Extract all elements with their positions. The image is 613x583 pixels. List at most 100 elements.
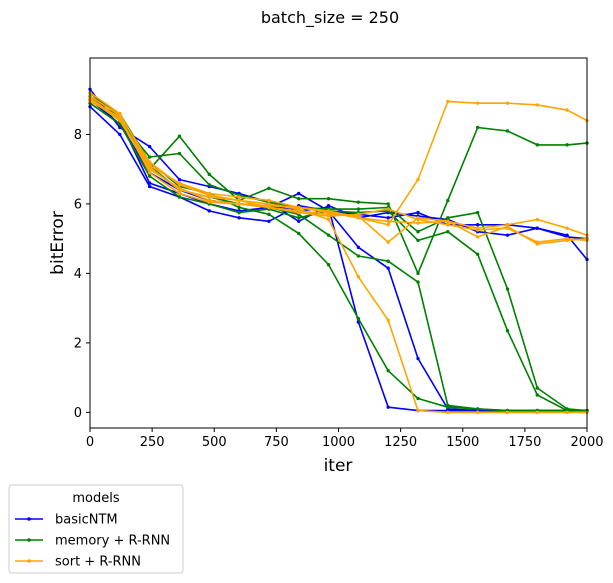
series-memory-r-rnn-run-7 xyxy=(88,101,589,413)
series-layer xyxy=(88,87,589,415)
data-point xyxy=(177,188,182,192)
data-point xyxy=(237,216,241,220)
y-tick-label: 8 xyxy=(74,128,82,143)
data-point xyxy=(446,230,450,234)
data-point xyxy=(297,231,301,236)
series-memory-r-rnn-run-6 xyxy=(88,97,589,413)
x-tick-label: 500 xyxy=(202,435,227,450)
y-axis: 0 2 4 6 8 xyxy=(74,128,90,421)
data-point xyxy=(535,143,539,147)
data-point xyxy=(237,198,241,203)
series-line xyxy=(89,102,587,412)
data-point xyxy=(416,280,420,284)
data-point xyxy=(147,144,152,149)
series-line xyxy=(89,95,587,412)
data-point xyxy=(475,252,480,256)
data-point xyxy=(505,226,510,230)
series-line xyxy=(89,99,588,412)
data-point xyxy=(386,266,390,270)
series-line xyxy=(89,99,587,412)
data-point xyxy=(326,217,331,222)
data-point xyxy=(535,217,539,222)
series-line xyxy=(89,92,588,275)
data-point xyxy=(237,202,241,206)
data-point xyxy=(207,195,211,199)
data-point xyxy=(356,254,361,258)
data-point xyxy=(416,408,420,413)
data-point xyxy=(147,165,152,170)
data-point xyxy=(535,103,539,107)
data-point xyxy=(386,223,390,227)
series-basicntm-run-1 xyxy=(88,87,589,241)
data-point xyxy=(297,216,301,220)
data-point xyxy=(118,113,122,118)
data-point xyxy=(386,405,390,409)
series-line xyxy=(89,100,588,245)
data-point xyxy=(326,197,331,201)
data-point xyxy=(416,217,420,222)
x-tick-label: 1000 xyxy=(322,435,355,450)
series-line xyxy=(89,97,588,243)
data-point xyxy=(446,99,450,104)
data-point xyxy=(475,210,480,215)
data-point xyxy=(386,259,390,263)
series-line xyxy=(89,99,588,243)
data-point xyxy=(446,223,450,227)
legend-title: models xyxy=(72,491,119,506)
data-point xyxy=(386,207,390,211)
legend-swatch-marker xyxy=(27,517,31,521)
data-point xyxy=(326,263,331,267)
data-point xyxy=(177,177,182,182)
data-point xyxy=(386,216,390,220)
series-line xyxy=(89,92,588,226)
data-point xyxy=(386,318,390,323)
data-point xyxy=(475,235,480,239)
series-memory-r-rnn-run-9 xyxy=(88,97,589,413)
data-point xyxy=(475,223,480,227)
x-axis-title: iter xyxy=(324,456,353,476)
data-point xyxy=(297,191,301,196)
data-point xyxy=(535,240,539,244)
x-tick-label: 0 xyxy=(86,435,94,450)
data-point xyxy=(326,214,331,218)
data-point xyxy=(356,207,361,211)
data-point xyxy=(356,212,361,217)
data-point xyxy=(475,407,480,411)
data-point xyxy=(505,101,510,105)
data-point xyxy=(207,200,211,204)
data-point xyxy=(535,393,539,397)
data-point xyxy=(297,219,301,223)
series-sort-r-rnn-run-10 xyxy=(88,91,589,227)
data-point xyxy=(177,134,182,138)
data-point xyxy=(446,219,450,223)
data-point xyxy=(505,410,510,415)
data-point xyxy=(267,186,271,190)
legend-entries: basicNTM memory + R-RNN sort + R-RNN xyxy=(15,513,170,570)
data-point xyxy=(207,172,211,177)
data-point xyxy=(267,205,271,210)
data-point xyxy=(237,205,241,210)
y-tick-label: 6 xyxy=(74,197,82,212)
data-point xyxy=(356,316,361,321)
legend-swatch-marker xyxy=(27,559,31,563)
data-point xyxy=(416,356,420,361)
data-point xyxy=(356,275,361,279)
data-point xyxy=(475,410,480,415)
data-point xyxy=(535,226,539,230)
y-tick-label: 2 xyxy=(74,336,82,351)
data-point xyxy=(386,202,390,206)
data-point xyxy=(237,195,241,199)
data-point xyxy=(267,202,271,206)
data-point xyxy=(147,155,152,159)
data-point xyxy=(416,238,420,243)
data-point xyxy=(356,245,361,250)
data-point xyxy=(297,210,301,215)
series-sort-r-rnn-run-14 xyxy=(88,96,589,244)
series-basicntm-run-3 xyxy=(88,104,589,413)
data-point xyxy=(118,117,122,121)
legend-box xyxy=(8,484,184,574)
y-axis-title: bitError xyxy=(48,211,68,275)
data-point xyxy=(177,151,182,156)
data-point xyxy=(297,207,301,211)
